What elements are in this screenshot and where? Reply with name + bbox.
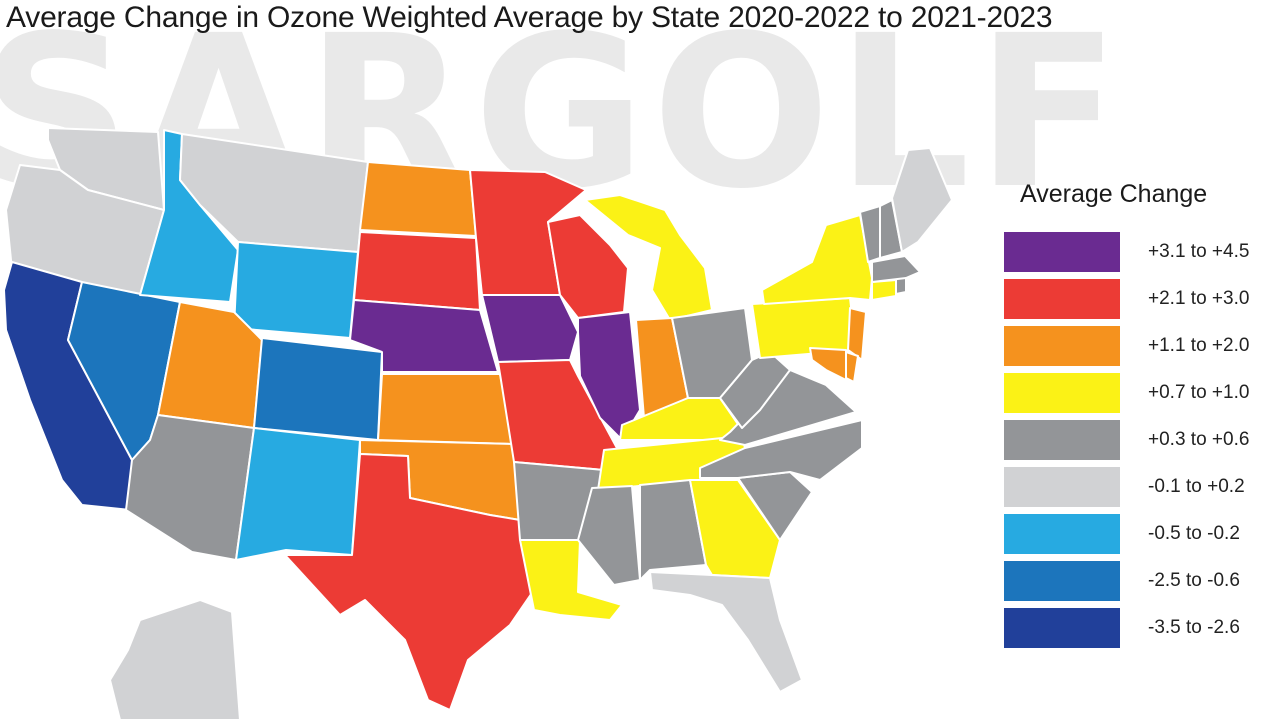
state-NE <box>349 299 499 373</box>
state-FL <box>649 571 803 693</box>
legend-swatch <box>1004 326 1120 366</box>
legend-swatch <box>1004 373 1120 413</box>
state-SD <box>353 231 481 311</box>
state-MS <box>577 485 641 586</box>
state-MA <box>871 255 921 283</box>
legend-label: +1.1 to +2.0 <box>1148 335 1250 356</box>
legend-swatch <box>1004 467 1120 507</box>
state-WV <box>719 351 791 429</box>
legend-swatch <box>1004 514 1120 554</box>
state-KS <box>377 373 515 445</box>
state-NY <box>761 214 873 305</box>
state-NC <box>699 419 863 481</box>
legend-swatch <box>1004 561 1120 601</box>
state-TX <box>284 453 535 711</box>
state-RI <box>895 277 907 295</box>
state-ME <box>891 147 953 253</box>
state-NM <box>235 427 361 561</box>
legend-label: +3.1 to +4.5 <box>1148 241 1250 262</box>
state-CO <box>253 337 383 441</box>
state-WY <box>233 241 359 339</box>
legend-label: +0.3 to +0.6 <box>1148 429 1250 450</box>
state-NJ <box>847 307 867 361</box>
legend-swatch <box>1004 279 1120 319</box>
legend-swatch <box>1004 420 1120 460</box>
legend-label: -0.5 to -0.2 <box>1148 523 1240 544</box>
state-LA <box>519 539 623 621</box>
us-state-map <box>3 127 953 720</box>
legend-label: +2.1 to +3.0 <box>1148 288 1250 309</box>
state-MD <box>809 347 847 381</box>
legend-swatch <box>1004 232 1120 272</box>
state-DE <box>845 351 859 383</box>
state-CT <box>871 279 897 301</box>
legend-label: +0.7 to +1.0 <box>1148 382 1250 403</box>
legend-title: Average Change <box>1020 180 1208 208</box>
legend-swatch <box>1004 608 1120 648</box>
legend-label: -0.1 to +0.2 <box>1148 476 1245 497</box>
state-ND <box>359 161 477 237</box>
state-AK <box>109 599 241 720</box>
state-AL <box>639 479 707 581</box>
legend-label: -3.5 to -2.6 <box>1148 617 1240 638</box>
map-title: Average Change in Ozone Weighted Average… <box>6 1 1053 34</box>
state-MI <box>584 194 713 321</box>
legend-label: -2.5 to -0.6 <box>1148 570 1240 591</box>
state-WI <box>547 214 629 319</box>
state-IA <box>481 294 579 363</box>
state-IL <box>577 311 641 441</box>
